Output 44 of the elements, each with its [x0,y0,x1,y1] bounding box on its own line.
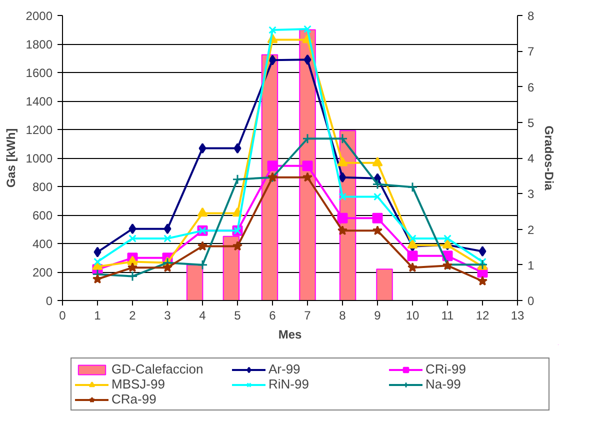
y-tick-label: 600 [32,208,53,222]
x-tick-label: 1 [94,308,102,322]
x-tick-label: 2 [129,308,136,322]
y2-axis-title: Grados-Dia [542,126,556,191]
y-axis-title: Gas [kWh] [4,128,18,188]
legend-label: Ar-99 [268,362,302,376]
x-tick-label: 3 [164,308,172,322]
x-tick-label: 7 [304,308,312,322]
x-tick-label: 0 [59,308,66,322]
y2-tick-label: 6 [528,80,534,94]
y2-tick-label: 3 [528,187,534,202]
y-tick-label: 2000 [26,9,53,23]
x-axis-title: Mes [278,328,302,342]
legend-label: MBSJ-99 [112,376,166,392]
y2-tick-label: 5 [528,116,534,130]
y-tick-label: 1400 [26,94,53,108]
x-tick-label: 13 [510,308,524,322]
y-tick-label: 1000 [26,152,53,166]
y2-tick-label: 2 [528,222,534,237]
x-tick-label: 12 [476,308,490,322]
x-tick-label: 8 [339,308,346,322]
legend-label: GD-Calefaccion [112,362,204,376]
y-tick-label: 1200 [26,123,53,137]
x-tick-label: 5 [234,308,242,322]
legend-label: RiN-99 [268,376,310,392]
legend-label: CRa-99 [112,392,158,406]
y-tick-label: 800 [32,180,53,194]
x-tick-label: 6 [269,308,276,322]
y2-tick-label: 7 [528,44,534,59]
x-tick-label: 11 [441,308,454,322]
y-tick-label: 400 [32,237,53,251]
y2-tick-label: 0 [528,294,534,308]
x-tick-label: 4 [199,308,206,322]
y-tick-label: 0 [46,294,53,308]
y-tick-label: 200 [32,266,53,280]
y-tick-label: 1800 [26,38,53,52]
legend-label: CRi-99 [426,362,467,376]
x-tick-label: 10 [406,308,420,322]
y-tick-label: 1600 [26,66,53,80]
x-tick-label: 9 [374,308,382,322]
legend-label: Na-99 [426,376,462,392]
y2-tick-label: 1 [528,258,534,272]
y2-tick-label: 4 [528,152,534,166]
y2-tick-label: 8 [528,9,534,23]
